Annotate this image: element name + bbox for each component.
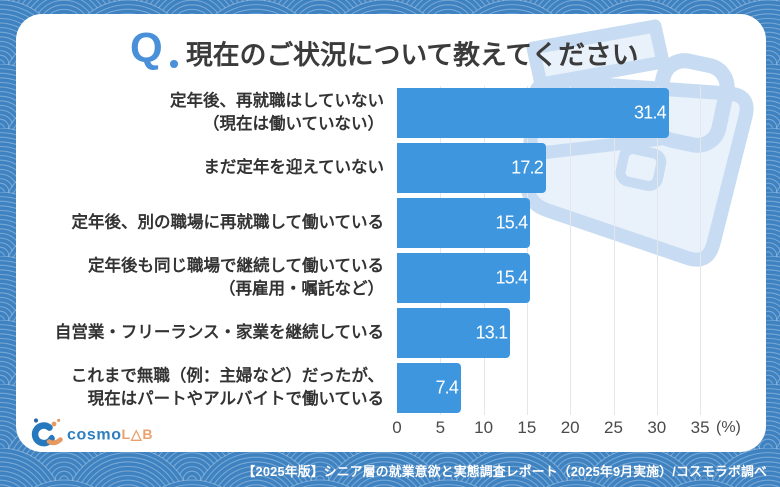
svg-text:cosmo: cosmo [67, 427, 122, 444]
svg-text:L△B: L△B [122, 426, 154, 442]
